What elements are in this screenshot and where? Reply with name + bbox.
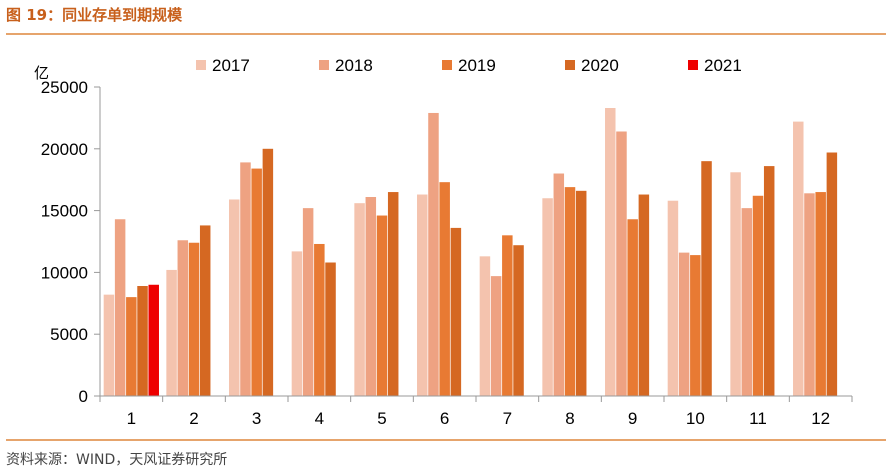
x-tick-label: 7	[503, 409, 512, 428]
y-axis: 0 5000 10000 15000 20000 25000	[41, 78, 101, 406]
x-tick-label: 3	[252, 409, 261, 428]
bar-2017-5	[354, 203, 365, 396]
x-tick-label: 8	[565, 409, 574, 428]
bar-2018-9	[616, 131, 627, 396]
bar-2020-10	[701, 161, 712, 396]
y-tick-label: 5000	[50, 325, 88, 344]
legend-label-2020: 2020	[581, 56, 619, 75]
bar-2018-6	[428, 112, 439, 397]
legend-label-2021: 2021	[704, 56, 742, 75]
bar-2018-4	[302, 208, 314, 396]
bar-2019-6	[439, 182, 450, 396]
x-tick-label: 11	[749, 409, 767, 428]
bar-2018-5	[365, 197, 377, 396]
y-tick-label: 15000	[41, 202, 88, 221]
bar-2020-9	[638, 194, 650, 396]
bar-2020-7	[513, 245, 524, 396]
bar-2018-8	[553, 173, 565, 396]
bar-2019-9	[627, 219, 638, 396]
bar-2019-2	[188, 242, 200, 396]
bar-2018-3	[240, 162, 251, 396]
bar-2017-4	[291, 251, 303, 396]
bar-2017-1	[103, 294, 115, 396]
bar-2017-3	[229, 199, 240, 396]
x-axis: 1 2 3 4 5 6 7 8 9 10 11 12	[99, 395, 853, 428]
x-tick-label: 6	[440, 409, 449, 428]
y-unit-label: 亿	[34, 64, 49, 82]
source-note: 资料来源：WIND，天风证券研究所	[6, 452, 228, 468]
bar-2020-4	[325, 262, 336, 396]
legend-label-2018: 2018	[335, 56, 373, 75]
bar-2017-8	[542, 198, 553, 396]
bar-2017-10	[667, 200, 679, 396]
y-tick-label: 10000	[41, 263, 88, 282]
x-tick-label: 1	[127, 409, 136, 428]
bar-2021-1	[148, 284, 159, 396]
x-tick-label: 4	[315, 409, 324, 428]
legend-swatch-2021	[688, 60, 698, 70]
bar-2019-10	[690, 255, 701, 396]
bar-2018-2	[177, 240, 189, 396]
bar-2020-2	[199, 225, 211, 396]
bar-2019-12	[815, 192, 826, 396]
bar-2019-4	[314, 243, 325, 396]
top-rule	[6, 33, 886, 35]
x-tick-label: 9	[628, 409, 637, 428]
x-tick-label: 5	[377, 409, 386, 428]
bar-2018-1	[114, 219, 126, 396]
bar-2020-1	[137, 286, 148, 396]
legend-swatch-2018	[319, 60, 329, 70]
legend-swatch-2017	[196, 60, 206, 70]
bar-2018-12	[804, 193, 815, 396]
legend-swatch-2019	[442, 60, 452, 70]
bar-2018-7	[490, 276, 502, 396]
bottom-rule	[6, 439, 886, 441]
bar-2019-7	[502, 235, 513, 396]
bar-2019-1	[126, 297, 137, 396]
bar-2017-2	[166, 269, 177, 396]
bar-2019-3	[251, 168, 262, 396]
bar-2019-5	[376, 215, 388, 396]
bar-2020-11	[763, 166, 775, 396]
legend: 2017 2018 2019 2020 2021	[196, 56, 742, 75]
bars	[103, 108, 838, 397]
bar-2017-7	[479, 256, 491, 396]
bar-2018-11	[741, 208, 753, 396]
bar-2018-10	[678, 252, 690, 396]
bar-2020-12	[826, 152, 838, 396]
bar-2020-6	[450, 227, 462, 396]
bar-2019-8	[564, 187, 576, 396]
bar-2020-3	[262, 148, 274, 396]
bar-2019-11	[752, 195, 764, 396]
bar-2020-5	[387, 192, 399, 396]
figure-title: 图 19：同业存单到期规模	[6, 6, 183, 24]
bar-2020-8	[575, 190, 587, 396]
legend-label-2017: 2017	[212, 56, 250, 75]
x-tick-label: 10	[686, 409, 705, 428]
y-tick-label: 20000	[41, 140, 88, 159]
y-tick-label: 0	[79, 387, 88, 406]
legend-label-2019: 2019	[458, 56, 496, 75]
bar-2017-9	[605, 108, 616, 396]
x-tick-label: 2	[189, 409, 198, 428]
bar-2017-11	[730, 172, 741, 396]
y-tick-label: 25000	[41, 78, 88, 97]
bar-2017-6	[417, 194, 428, 396]
x-tick-label: 12	[811, 409, 830, 428]
bar-2017-12	[793, 121, 804, 397]
legend-swatch-2020	[565, 60, 575, 70]
